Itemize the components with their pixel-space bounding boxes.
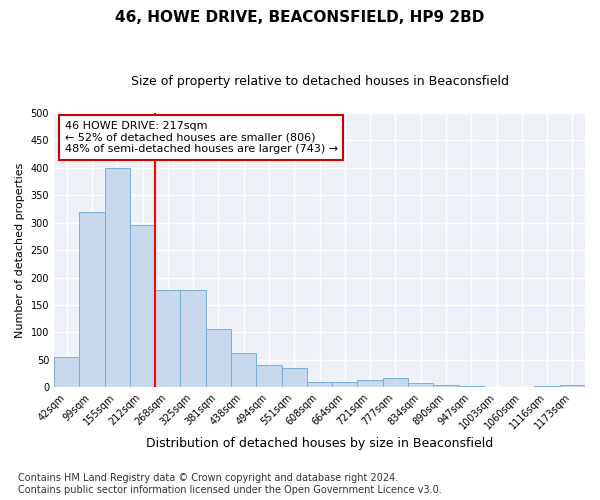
Bar (307, 382, 332, 388)
Bar (358, 380, 383, 388)
Bar (535, 386, 560, 388)
Bar (433, 384, 458, 388)
Bar (206, 328, 231, 388)
Bar (79, 212, 104, 388)
Text: 46, HOWE DRIVE, BEACONSFIELD, HP9 2BD: 46, HOWE DRIVE, BEACONSFIELD, HP9 2BD (115, 10, 485, 25)
Bar (458, 386, 484, 388)
Bar (155, 290, 181, 388)
X-axis label: Distribution of detached houses by size in Beaconsfield: Distribution of detached houses by size … (146, 437, 493, 450)
Bar (181, 290, 206, 388)
Bar (281, 368, 307, 388)
Text: Contains HM Land Registry data © Crown copyright and database right 2024.
Contai: Contains HM Land Registry data © Crown c… (18, 474, 442, 495)
Bar (104, 168, 130, 388)
Y-axis label: Number of detached properties: Number of detached properties (15, 162, 25, 338)
Bar (408, 383, 433, 388)
Title: Size of property relative to detached houses in Beaconsfield: Size of property relative to detached ho… (131, 75, 509, 88)
Text: 46 HOWE DRIVE: 217sqm
← 52% of detached houses are smaller (806)
48% of semi-det: 46 HOWE DRIVE: 217sqm ← 52% of detached … (65, 121, 338, 154)
Bar (54, 357, 79, 388)
Bar (256, 366, 281, 388)
Bar (383, 378, 408, 388)
Bar (560, 384, 585, 388)
Bar (332, 382, 358, 388)
Bar (130, 226, 155, 388)
Bar (231, 353, 256, 388)
